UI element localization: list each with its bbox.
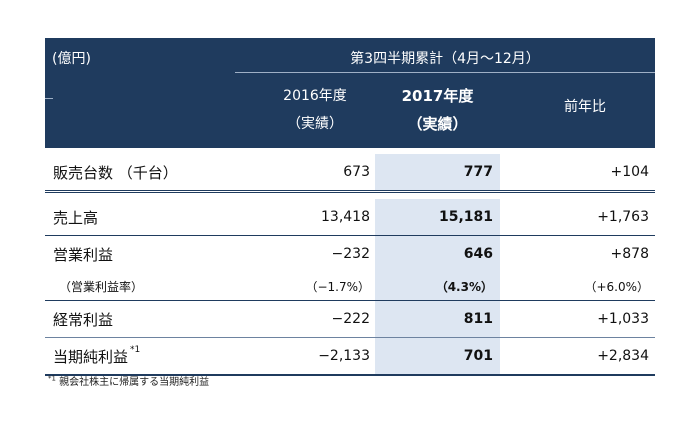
unit-label: (億円)	[52, 51, 91, 67]
highlight-cell	[375, 236, 500, 272]
value-2017: （4.3%）	[435, 279, 493, 294]
value-yoy: +2,834	[597, 348, 649, 364]
col-header-2017: 2017年度 （実績）	[375, 82, 500, 138]
value-yoy: +878	[610, 246, 649, 262]
highlight-cell	[375, 272, 500, 300]
col-header-2016-type: （実績）	[287, 116, 343, 132]
table-row-unit-sales: 販売台数 （千台） 673 777 +104	[45, 154, 655, 193]
row-label-text: 当期純利益	[53, 347, 129, 366]
table-row-net-income: 当期純利益 *1 −2,133 701 +2,834	[45, 338, 655, 376]
value-2017: 15,181	[438, 209, 493, 225]
header-left-tick	[45, 98, 53, 99]
footnote-mark: *1	[130, 345, 141, 355]
table-row-net-sales: 売上高 13,418 15,181 +1,763	[45, 199, 655, 236]
row-label: 販売台数 （千台）	[53, 163, 178, 182]
highlight-cell	[375, 338, 500, 374]
col-header-2016: 2016年度 （実績）	[260, 82, 370, 138]
period-label: 第3四半期累計（4月～12月）	[350, 51, 540, 67]
row-label: （営業利益率）	[59, 279, 144, 294]
results-table: (億円) 第3四半期累計（4月～12月） 2016年度 （実績） 2017年度 …	[45, 38, 655, 376]
col-header-2017-type: （実績）	[407, 115, 468, 133]
row-label: 当期純利益 *1	[53, 338, 140, 374]
value-2016: 13,418	[321, 209, 370, 225]
table-row-operating-income: 営業利益 −232 646 +878	[45, 236, 655, 272]
value-yoy: +1,033	[597, 311, 649, 327]
row-label: 経常利益	[53, 310, 114, 329]
footnote-text: 親会社株主に帰属する当期純利益	[55, 377, 210, 388]
value-2017: 811	[463, 311, 493, 327]
value-2017: 646	[463, 246, 493, 262]
value-2016: （−1.7%）	[305, 279, 370, 294]
col-header-yoy: 前年比	[564, 99, 606, 115]
highlight-cell	[375, 199, 500, 235]
highlight-cell	[375, 154, 500, 190]
footnote-mark: *1	[48, 374, 56, 383]
row-label: 営業利益	[53, 245, 114, 264]
header-divider	[235, 72, 655, 73]
highlight-cell	[375, 301, 500, 337]
value-2016: −222	[331, 311, 370, 327]
value-yoy: +1,763	[597, 209, 649, 225]
value-yoy: +104	[610, 164, 649, 180]
value-2016: 673	[343, 164, 370, 180]
col-header-2016-year: 2016年度	[283, 88, 347, 104]
table-row-operating-margin: （営業利益率） （−1.7%） （4.3%） （+6.0%）	[45, 272, 655, 301]
row-label: 売上高	[53, 208, 99, 227]
value-2016: −2,133	[318, 348, 370, 364]
value-2017: 777	[463, 164, 493, 180]
value-2017: 701	[463, 348, 493, 364]
footnote: *1 親会社株主に帰属する当期純利益	[48, 373, 209, 388]
table-header: (億円) 第3四半期累計（4月～12月） 2016年度 （実績） 2017年度 …	[45, 38, 655, 148]
value-yoy: （+6.0%）	[584, 279, 649, 294]
col-header-2017-year: 2017年度	[401, 87, 474, 105]
value-2016: −232	[331, 246, 370, 262]
table-row-ordinary-income: 経常利益 −222 811 +1,033	[45, 301, 655, 338]
